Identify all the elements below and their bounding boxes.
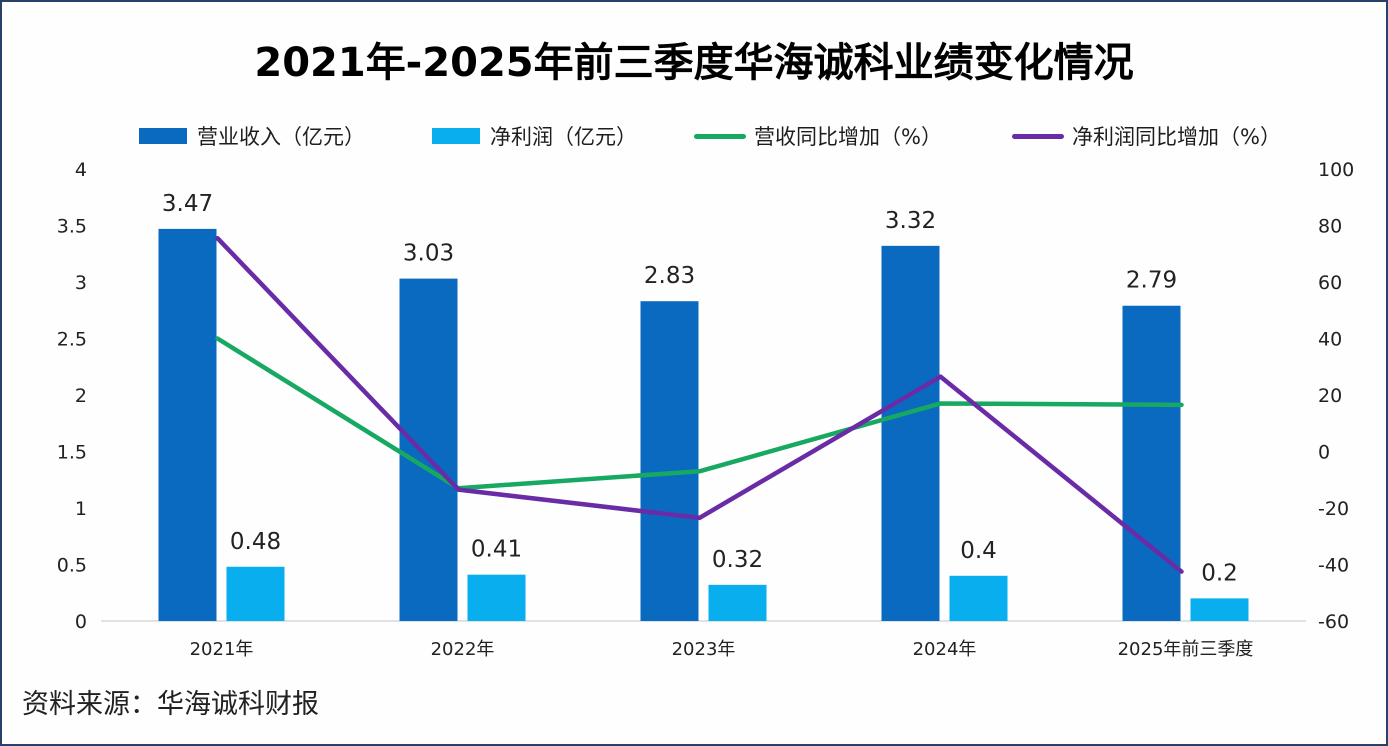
data-label-revenue: 2.79 xyxy=(1126,268,1177,294)
bar-net-profit xyxy=(708,584,767,621)
legend: 营业收入（亿元） 净利润（亿元） 营收同比增加（%） 净利润同比增加（%） xyxy=(0,120,1388,152)
y-left-tick-label: 1 xyxy=(75,498,87,520)
data-label-net-profit: 0.2 xyxy=(1201,560,1238,586)
legend-swatch-revenue-yoy xyxy=(694,133,746,139)
y-left-tick-label: 1.5 xyxy=(57,442,87,464)
bar-net-profit xyxy=(226,566,285,621)
x-category-label: 2024年 xyxy=(913,639,977,660)
y-left-tick-label: 4 xyxy=(75,159,87,181)
bar-revenue xyxy=(158,228,217,621)
bar-revenue xyxy=(640,301,699,621)
y-left-tick-label: 2 xyxy=(75,385,87,407)
bar-net-profit xyxy=(467,574,526,621)
y-right-tick-label: 20 xyxy=(1318,385,1342,407)
y-right-tick-label: -60 xyxy=(1318,611,1349,633)
line-revenue-yoy xyxy=(215,336,1184,491)
y-left-tick-label: 0 xyxy=(75,611,87,633)
bar-revenue xyxy=(881,245,940,621)
legend-swatch-revenue xyxy=(139,128,187,144)
legend-item-revenue: 营业收入（亿元） xyxy=(139,120,365,152)
data-label-net-profit: 0.4 xyxy=(960,538,997,564)
y-right-tick-label: 0 xyxy=(1318,442,1330,464)
y-right-tick-label: -40 xyxy=(1318,555,1349,577)
bar-revenue xyxy=(399,278,458,621)
x-category-label: 2023年 xyxy=(672,639,736,660)
bar-net-profit xyxy=(1190,598,1249,621)
source-note: 资料来源：华海诚科财报 xyxy=(22,689,319,720)
legend-label-revenue: 营业收入（亿元） xyxy=(197,125,365,149)
data-label-net-profit: 0.41 xyxy=(471,537,522,563)
data-label-revenue: 3.32 xyxy=(885,208,936,234)
legend-item-revenue-yoy: 营收同比增加（%） xyxy=(694,120,942,152)
data-label-revenue: 2.83 xyxy=(644,263,695,289)
y-left-tick-label: 3 xyxy=(75,272,87,294)
x-category-label: 2025年前三季度 xyxy=(1118,639,1254,660)
legend-swatch-profit-yoy xyxy=(1012,133,1064,139)
x-category-label: 2021年 xyxy=(190,639,254,660)
data-label-revenue: 3.47 xyxy=(162,191,213,217)
legend-label-net-profit: 净利润（亿元） xyxy=(490,125,637,149)
legend-item-net-profit: 净利润（亿元） xyxy=(432,120,637,152)
chart-title: 2021年-2025年前三季度华海诚科业绩变化情况 xyxy=(254,40,1134,86)
y-right-tick-label: 40 xyxy=(1318,329,1342,351)
y-left-tick-label: 0.5 xyxy=(57,555,87,577)
x-category-label: 2022年 xyxy=(431,639,495,660)
legend-label-revenue-yoy: 营收同比增加（%） xyxy=(754,125,942,149)
legend-label-profit-yoy: 净利润同比增加（%） xyxy=(1072,125,1281,149)
data-label-net-profit: 0.32 xyxy=(712,547,763,573)
y-right-tick-label: 60 xyxy=(1318,272,1342,294)
legend-item-profit-yoy: 净利润同比增加（%） xyxy=(1012,120,1281,152)
y-right-tick-label: 80 xyxy=(1318,216,1342,238)
bar-revenue xyxy=(1122,305,1181,621)
y-right-tick-label: -20 xyxy=(1318,498,1349,520)
data-label-revenue: 3.03 xyxy=(403,241,454,267)
legend-swatch-net-profit xyxy=(432,128,480,144)
data-label-net-profit: 0.48 xyxy=(230,529,281,555)
bar-net-profit xyxy=(949,575,1008,621)
y-right-tick-label: 100 xyxy=(1318,159,1354,181)
y-left-tick-label: 2.5 xyxy=(57,329,87,351)
y-left-tick-label: 3.5 xyxy=(57,216,87,238)
